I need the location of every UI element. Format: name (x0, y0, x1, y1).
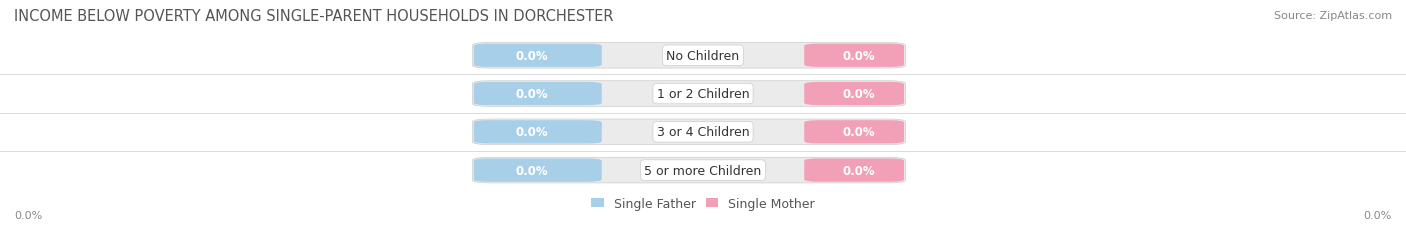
Text: 0.0%: 0.0% (842, 126, 875, 139)
Text: 1 or 2 Children: 1 or 2 Children (657, 88, 749, 101)
FancyBboxPatch shape (474, 159, 602, 182)
Text: 0.0%: 0.0% (842, 88, 875, 101)
FancyBboxPatch shape (472, 119, 905, 145)
FancyBboxPatch shape (474, 44, 602, 68)
FancyBboxPatch shape (804, 44, 904, 68)
Text: 0.0%: 0.0% (516, 126, 548, 139)
Text: 0.0%: 0.0% (842, 164, 875, 177)
Text: 0.0%: 0.0% (516, 49, 548, 63)
Text: 0.0%: 0.0% (14, 210, 42, 220)
Text: 5 or more Children: 5 or more Children (644, 164, 762, 177)
FancyBboxPatch shape (804, 159, 904, 182)
FancyBboxPatch shape (472, 43, 905, 69)
Text: INCOME BELOW POVERTY AMONG SINGLE-PARENT HOUSEHOLDS IN DORCHESTER: INCOME BELOW POVERTY AMONG SINGLE-PARENT… (14, 9, 613, 24)
Legend: Single Father, Single Mother: Single Father, Single Mother (591, 197, 815, 210)
FancyBboxPatch shape (804, 121, 904, 144)
Text: 0.0%: 0.0% (516, 164, 548, 177)
FancyBboxPatch shape (474, 121, 602, 144)
FancyBboxPatch shape (804, 82, 904, 106)
FancyBboxPatch shape (472, 158, 905, 183)
Text: No Children: No Children (666, 49, 740, 63)
FancyBboxPatch shape (474, 82, 602, 106)
Text: 3 or 4 Children: 3 or 4 Children (657, 126, 749, 139)
Text: 0.0%: 0.0% (516, 88, 548, 101)
Text: 0.0%: 0.0% (842, 49, 875, 63)
Text: Source: ZipAtlas.com: Source: ZipAtlas.com (1274, 11, 1392, 21)
Text: 0.0%: 0.0% (1364, 210, 1392, 220)
FancyBboxPatch shape (472, 81, 905, 107)
